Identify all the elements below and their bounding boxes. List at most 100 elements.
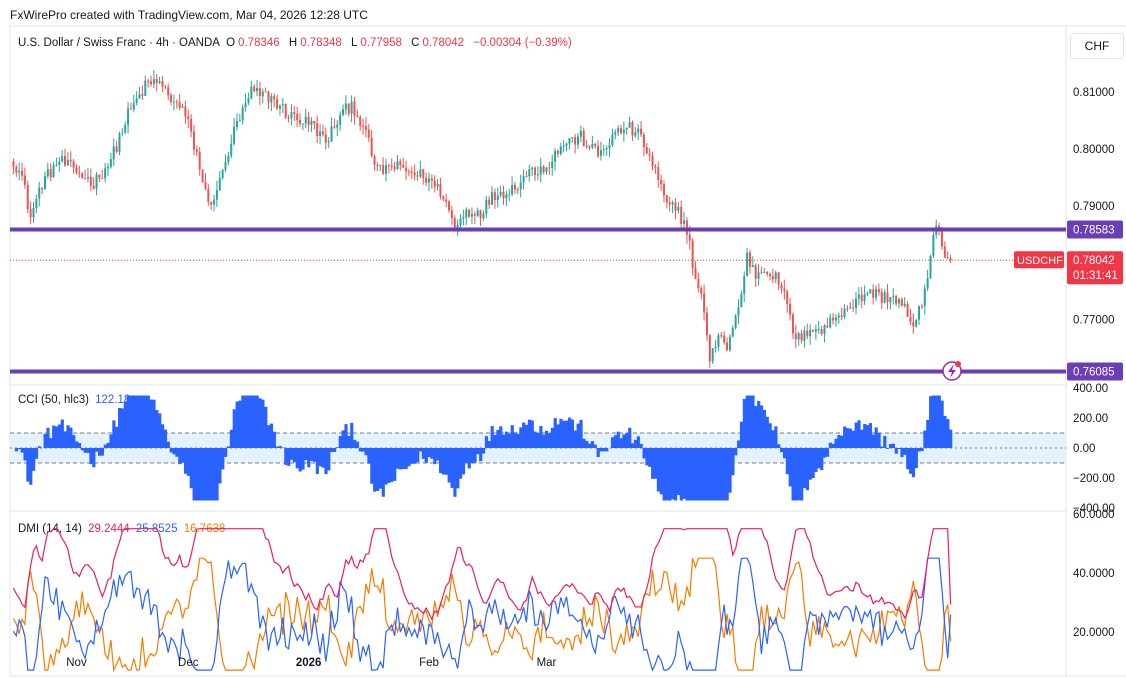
candle (287, 117, 290, 119)
cci-bar (229, 429, 233, 448)
cci-tick-label: 200.00 (1073, 413, 1108, 425)
candle (565, 143, 568, 146)
cci-bar (923, 430, 927, 448)
candle (662, 184, 665, 196)
cci-bar (396, 448, 400, 469)
cci-bar (694, 448, 698, 501)
cci-bar (909, 448, 913, 474)
cci-tick-label: −400.00 (1073, 503, 1115, 515)
candle (84, 178, 87, 180)
cci-bar (410, 448, 414, 464)
main-legend[interactable]: U.S. Dollar / Swiss Franc · 4h · OANDA O… (18, 37, 575, 49)
cci-bar (433, 448, 437, 465)
candle (579, 130, 582, 137)
candle (376, 164, 379, 166)
cci-bar (668, 448, 672, 501)
candle (717, 335, 720, 348)
cci-legend[interactable]: CCI (50, hlc3) 122.18 (18, 394, 133, 406)
cci-bar (37, 446, 41, 448)
candle (247, 98, 250, 103)
candle (946, 257, 949, 259)
candle (267, 91, 270, 103)
cci-bar (940, 400, 944, 448)
candle (149, 81, 152, 85)
candle (316, 123, 319, 137)
cci-bar (247, 395, 251, 448)
cci-bar (871, 434, 875, 448)
cci-bar (201, 448, 205, 501)
level-price-label: 0.78583 (1073, 224, 1115, 236)
cci-bar (545, 430, 549, 448)
cci-bar (46, 427, 50, 448)
candle (344, 103, 347, 110)
candle (938, 225, 941, 228)
cci-bar (129, 395, 133, 448)
candle (104, 168, 107, 179)
candle (499, 191, 502, 196)
candle (531, 167, 534, 170)
candle (164, 86, 167, 88)
cci-bar (817, 448, 821, 469)
candle (809, 329, 812, 337)
candle (482, 213, 485, 219)
candle (278, 105, 281, 109)
candle (12, 161, 15, 167)
symbol-title: U.S. Dollar / Swiss Franc · 4h · OANDA (18, 37, 220, 49)
candle (204, 182, 207, 190)
cci-bar (367, 448, 371, 464)
close-label: C (411, 37, 420, 49)
candle (800, 333, 803, 341)
candle (631, 122, 634, 136)
cci-bar (530, 420, 534, 448)
candle (918, 305, 921, 320)
cci-bar (843, 426, 847, 448)
cci-bar (585, 440, 589, 448)
candle (301, 123, 304, 125)
candle (170, 95, 173, 102)
dmi-title: DMI (14, 14) (18, 523, 82, 535)
high-value: 0.78348 (300, 37, 342, 49)
cci-bar (95, 448, 99, 452)
candle (705, 312, 708, 336)
cci-bar (831, 443, 835, 448)
candle (559, 146, 562, 155)
cci-bar (338, 436, 342, 448)
cci-bar (863, 424, 867, 448)
candle (233, 126, 236, 144)
cci-bar (361, 448, 365, 452)
candle (723, 335, 726, 343)
candle (711, 348, 714, 362)
candle (270, 96, 273, 103)
candle (141, 94, 144, 96)
candle (872, 289, 875, 298)
candle (869, 289, 872, 294)
candle (536, 174, 539, 176)
level-price-tag (1067, 362, 1123, 381)
currency-button[interactable]: CHF (1070, 33, 1124, 59)
cci-bar (854, 422, 858, 448)
cci-bar (765, 416, 769, 448)
cci-bar (112, 420, 116, 448)
dmi-legend[interactable]: DMI (14, 14) 29.2444 25.8525 16.7638 (18, 523, 228, 535)
cci-bar (66, 425, 70, 448)
candle (812, 329, 815, 332)
cci-histogram (14, 395, 953, 501)
cci-bar (490, 426, 494, 448)
candle (516, 189, 519, 191)
cci-bar (533, 431, 537, 448)
cci-bar (883, 436, 887, 448)
cci-bar (430, 448, 434, 459)
cci-bar (43, 433, 47, 448)
candle (427, 178, 430, 183)
cci-bar (198, 448, 202, 501)
candle (943, 246, 946, 258)
candle (78, 172, 81, 174)
cci-bar (453, 448, 457, 497)
cci-bar (911, 448, 916, 478)
candle (362, 125, 365, 127)
cci-bar (20, 448, 24, 453)
cci-bar (748, 395, 752, 448)
candle (192, 131, 195, 150)
candle (703, 293, 706, 313)
